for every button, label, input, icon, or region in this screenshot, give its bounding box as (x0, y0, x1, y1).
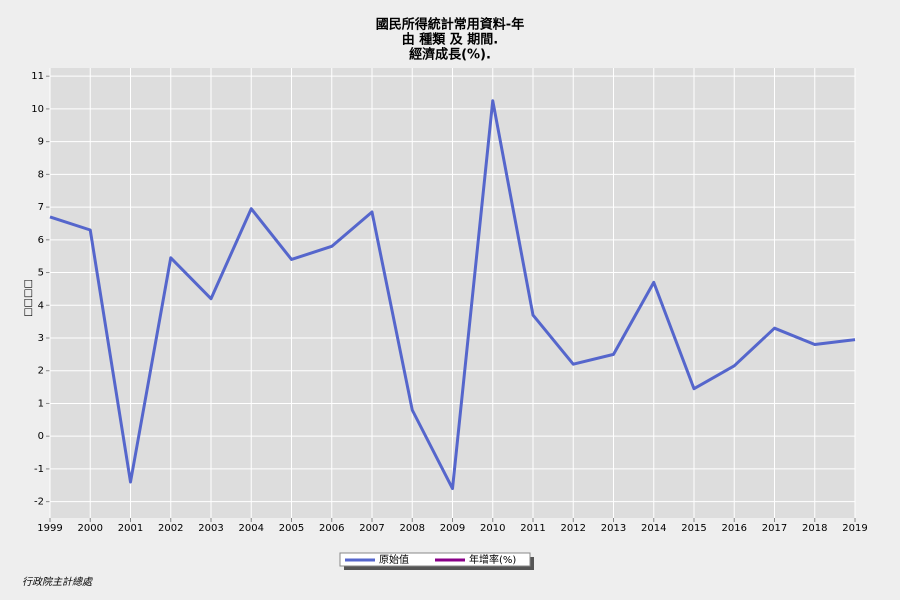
y-tick-label: 8 (38, 169, 44, 180)
x-tick-label: 2010 (480, 523, 505, 534)
x-tick-label: 2011 (520, 523, 545, 534)
y-tick-label: 1 (38, 398, 44, 409)
y-tick-label: -2 (34, 497, 44, 508)
y-tick-label: 5 (38, 268, 44, 279)
x-tick-label: 2003 (198, 523, 223, 534)
x-tick-label: 2000 (78, 523, 103, 534)
chart-subtitle: 經濟成長(%). (409, 47, 491, 63)
x-tick-label: 2001 (118, 523, 143, 534)
y-axis-label: □□□□ (23, 279, 34, 317)
chart-title: 國民所得統計常用資料-年 (376, 17, 524, 33)
x-tick-label: 2012 (561, 523, 586, 534)
x-tick-label: 2016 (722, 523, 747, 534)
y-tick-label: 0 (38, 431, 44, 442)
x-tick-label: 2014 (641, 523, 666, 534)
chart-subtitle: 由 種類 及 期間. (402, 32, 499, 48)
legend-label: 年增率(%) (469, 553, 516, 566)
y-tick-label: 7 (38, 202, 44, 213)
x-tick-label: 2019 (842, 523, 867, 534)
y-tick-label: 11 (31, 71, 44, 82)
y-tick-label: 4 (38, 300, 44, 311)
y-tick-label: 9 (38, 137, 44, 148)
y-tick-label: 6 (38, 235, 44, 246)
y-tick-label: -1 (34, 464, 44, 475)
x-tick-label: 2018 (802, 523, 827, 534)
x-tick-label: 2005 (279, 523, 304, 534)
legend-label: 原始值 (379, 553, 409, 566)
x-tick-label: 2006 (319, 523, 344, 534)
x-tick-label: 2007 (359, 523, 384, 534)
x-tick-label: 2013 (601, 523, 626, 534)
x-tick-label: 1999 (37, 523, 62, 534)
y-tick-label: 2 (38, 366, 44, 377)
x-tick-label: 2015 (681, 523, 706, 534)
footer: 行政院主計總處 (22, 576, 94, 588)
data-line (49, 99, 856, 491)
x-tick-label: 2017 (762, 523, 787, 534)
x-tick-label: 2009 (440, 523, 465, 534)
x-tick-label: 2008 (400, 523, 425, 534)
x-tick-label: 2002 (158, 523, 183, 534)
y-tick-label: 3 (38, 333, 44, 344)
x-tick-label: 2004 (239, 523, 264, 534)
y-tick-label: 10 (31, 104, 44, 115)
